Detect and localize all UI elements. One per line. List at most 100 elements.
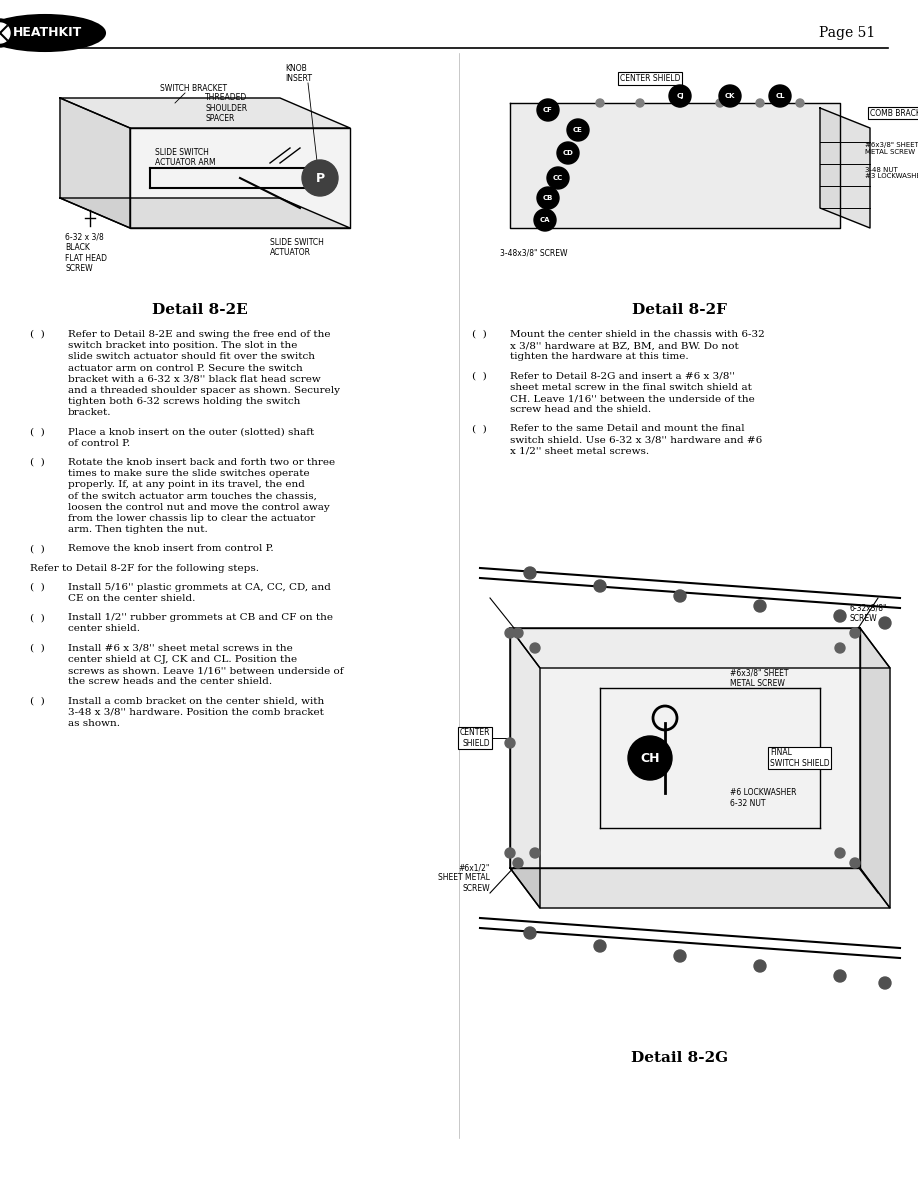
- Text: #6x1/2"
SHEET METAL
SCREW: #6x1/2" SHEET METAL SCREW: [438, 864, 490, 893]
- Circle shape: [628, 737, 672, 781]
- Text: Install 5/16'' plastic grommets at CA, CC, CD, and: Install 5/16'' plastic grommets at CA, C…: [68, 583, 330, 592]
- Circle shape: [756, 99, 764, 107]
- Text: CB: CB: [543, 195, 554, 201]
- Polygon shape: [510, 868, 890, 908]
- Text: #6 LOCKWASHER
6-32 NUT: #6 LOCKWASHER 6-32 NUT: [730, 789, 797, 808]
- Text: times to make sure the slide switches operate: times to make sure the slide switches op…: [68, 469, 309, 479]
- Text: CENTER SHIELD: CENTER SHIELD: [620, 74, 680, 83]
- Circle shape: [596, 99, 604, 107]
- Text: Mount the center shield in the chassis with 6-32: Mount the center shield in the chassis w…: [510, 330, 765, 339]
- Text: CD: CD: [563, 150, 574, 156]
- Text: CF: CF: [543, 107, 553, 113]
- Circle shape: [505, 628, 515, 638]
- Text: actuator arm on control P. Secure the switch: actuator arm on control P. Secure the sw…: [68, 364, 303, 373]
- Text: Install a comb bracket on the center shield, with: Install a comb bracket on the center shi…: [68, 696, 324, 706]
- Text: screw head and the shield.: screw head and the shield.: [510, 405, 651, 415]
- Text: THREADED
SHOULDER
SPACER: THREADED SHOULDER SPACER: [205, 93, 247, 124]
- Text: Install 1/2'' rubber grommets at CB and CF on the: Install 1/2'' rubber grommets at CB and …: [68, 613, 333, 623]
- Text: 3-48x3/8" SCREW: 3-48x3/8" SCREW: [500, 248, 567, 257]
- Text: screws as shown. Leave 1/16'' between underside of: screws as shown. Leave 1/16'' between un…: [68, 666, 343, 675]
- Circle shape: [557, 143, 579, 164]
- Circle shape: [0, 23, 10, 43]
- Text: from the lower chassis lip to clear the actuator: from the lower chassis lip to clear the …: [68, 514, 315, 523]
- Text: of the switch actuator arm touches the chassis,: of the switch actuator arm touches the c…: [68, 492, 317, 500]
- Polygon shape: [130, 128, 350, 228]
- Circle shape: [524, 567, 536, 579]
- Circle shape: [850, 628, 860, 638]
- Circle shape: [636, 99, 644, 107]
- Text: tighten both 6-32 screws holding the switch: tighten both 6-32 screws holding the swi…: [68, 397, 300, 406]
- Text: sheet metal screw in the final switch shield at: sheet metal screw in the final switch sh…: [510, 383, 752, 392]
- Circle shape: [834, 969, 846, 982]
- Text: KNOB
INSERT: KNOB INSERT: [285, 64, 312, 83]
- Circle shape: [719, 86, 741, 107]
- Text: Detail 8-2F: Detail 8-2F: [633, 303, 727, 317]
- Text: CENTER
SHIELD: CENTER SHIELD: [460, 728, 490, 747]
- Text: (  ): ( ): [30, 428, 45, 437]
- Text: CA: CA: [540, 217, 550, 223]
- Polygon shape: [60, 198, 350, 228]
- Text: arm. Then tighten the nut.: arm. Then tighten the nut.: [68, 525, 207, 535]
- Ellipse shape: [0, 15, 105, 51]
- Text: Place a knob insert on the outer (slotted) shaft: Place a knob insert on the outer (slotte…: [68, 428, 314, 437]
- Text: switch shield. Use 6-32 x 3/8'' hardware and #6: switch shield. Use 6-32 x 3/8'' hardware…: [510, 436, 762, 444]
- Polygon shape: [510, 103, 840, 228]
- Text: tighten the hardware at this time.: tighten the hardware at this time.: [510, 353, 688, 361]
- Text: (  ): ( ): [30, 696, 45, 706]
- Circle shape: [835, 643, 845, 653]
- Circle shape: [594, 940, 606, 952]
- Text: Remove the knob insert from control P.: Remove the knob insert from control P.: [68, 544, 274, 554]
- Circle shape: [716, 99, 724, 107]
- Text: the screw heads and the center shield.: the screw heads and the center shield.: [68, 677, 272, 687]
- Circle shape: [530, 643, 540, 653]
- Text: (  ): ( ): [30, 459, 45, 467]
- Text: (  ): ( ): [30, 330, 45, 339]
- Polygon shape: [510, 628, 540, 908]
- Circle shape: [754, 600, 766, 612]
- Circle shape: [505, 738, 515, 748]
- Circle shape: [796, 99, 804, 107]
- Circle shape: [505, 848, 515, 858]
- Text: loosen the control nut and move the control away: loosen the control nut and move the cont…: [68, 503, 330, 512]
- Polygon shape: [510, 628, 890, 668]
- Text: CE: CE: [573, 127, 583, 133]
- Text: #6x3/8" SHEET
METAL SCREW: #6x3/8" SHEET METAL SCREW: [730, 669, 789, 688]
- Text: center shield at CJ, CK and CL. Position the: center shield at CJ, CK and CL. Position…: [68, 655, 297, 664]
- Text: Refer to the same Detail and mount the final: Refer to the same Detail and mount the f…: [510, 424, 744, 434]
- Circle shape: [674, 590, 686, 602]
- Text: (  ): ( ): [472, 372, 487, 380]
- Circle shape: [850, 858, 860, 868]
- Text: CJ: CJ: [677, 93, 684, 99]
- Text: bracket.: bracket.: [68, 409, 111, 417]
- Circle shape: [537, 99, 559, 121]
- Text: (  ): ( ): [30, 583, 45, 592]
- Text: Detail 8-2E: Detail 8-2E: [152, 303, 248, 317]
- Text: CK: CK: [724, 93, 735, 99]
- Circle shape: [524, 927, 536, 939]
- Circle shape: [530, 848, 540, 858]
- Text: P: P: [316, 171, 325, 184]
- Circle shape: [879, 617, 891, 628]
- Circle shape: [674, 950, 686, 962]
- Text: of control P.: of control P.: [68, 438, 130, 448]
- Circle shape: [534, 209, 556, 230]
- Circle shape: [879, 977, 891, 988]
- Text: (  ): ( ): [30, 613, 45, 623]
- Text: 6-32x3/8"
SCREW: 6-32x3/8" SCREW: [850, 604, 888, 623]
- Text: Rotate the knob insert back and forth two or three: Rotate the knob insert back and forth tw…: [68, 459, 335, 467]
- Text: properly. If, at any point in its travel, the end: properly. If, at any point in its travel…: [68, 480, 305, 489]
- Text: switch bracket into position. The slot in the: switch bracket into position. The slot i…: [68, 341, 297, 350]
- Circle shape: [302, 160, 338, 196]
- Text: (  ): ( ): [472, 424, 487, 434]
- Text: CH. Leave 1/16'' between the underside of the: CH. Leave 1/16'' between the underside o…: [510, 394, 755, 403]
- Circle shape: [834, 609, 846, 623]
- Polygon shape: [820, 108, 870, 228]
- Text: COMB BRACKET: COMB BRACKET: [870, 108, 918, 118]
- Text: CL: CL: [775, 93, 785, 99]
- Text: CE on the center shield.: CE on the center shield.: [68, 594, 196, 604]
- Text: as shown.: as shown.: [68, 719, 120, 728]
- Polygon shape: [60, 97, 350, 128]
- Text: x 3/8'' hardware at BZ, BM, and BW. Do not: x 3/8'' hardware at BZ, BM, and BW. Do n…: [510, 341, 739, 350]
- Polygon shape: [860, 628, 890, 908]
- Text: CH: CH: [640, 752, 660, 765]
